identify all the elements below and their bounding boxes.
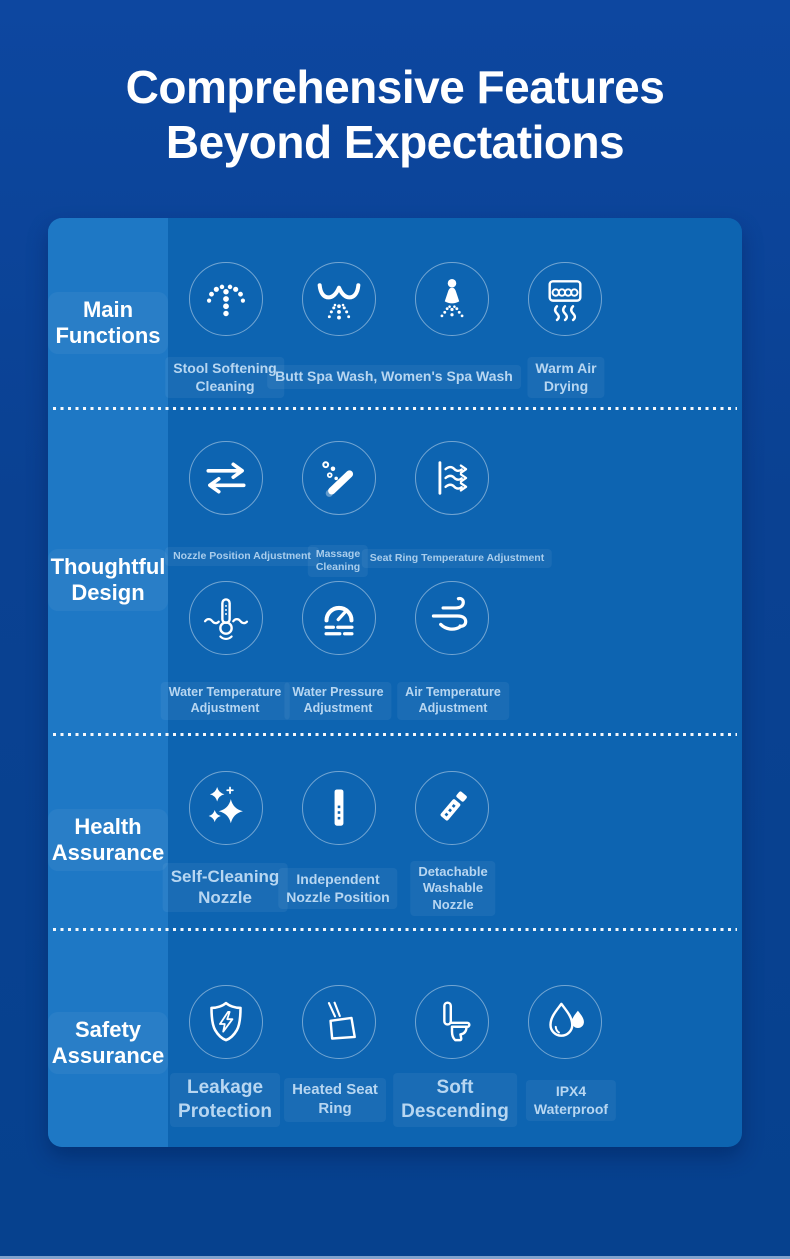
section-separator	[53, 407, 737, 410]
label-line: Water Pressure	[292, 685, 384, 699]
independent-nozzle-position-icon	[302, 771, 376, 845]
label-line: Protection	[178, 1100, 272, 1122]
label-heated-seat-ring: Heated Seat Ring	[284, 1078, 386, 1122]
label-ipx4-waterproof: IPX4 Waterproof	[525, 1080, 617, 1122]
label-line: Soft	[436, 1077, 474, 1098]
section-title-line: Assurance	[51, 840, 165, 865]
section-title-line: Thoughtful	[50, 554, 166, 579]
page-title-line-2: Beyond Expectations	[165, 116, 625, 168]
seat-ring-temperature-adjustment-icon	[415, 441, 489, 515]
self-cleaning-nozzle-icon	[189, 771, 263, 845]
label-line: Seat Ring Temperature Adjustment	[369, 552, 545, 564]
label-nozzle-position-adjustment: Nozzle Position Adjustment	[165, 547, 319, 567]
features-panel: Main Functions Thoughtful Design Health …	[48, 218, 742, 1147]
detachable-washable-nozzle-icon	[415, 771, 489, 845]
label-massage-cleaning: Massage Cleaning	[307, 545, 369, 578]
label-soft-descending: Soft Descending	[393, 1073, 517, 1127]
water-pressure-adjustment-icon	[302, 581, 376, 655]
label-line: Self-Cleaning	[170, 867, 280, 886]
label-warm-air-drying: Warm Air Drying	[527, 357, 605, 399]
label-line: Drying	[543, 377, 589, 394]
label-line: Stool Softening	[173, 360, 277, 376]
label-seat-ring-temperature-adjustment: Seat Ring Temperature Adjustment	[361, 549, 553, 569]
label-line: Nozzle	[198, 888, 252, 908]
label-line: Descending	[401, 1100, 509, 1122]
label-line: Adjustment	[190, 700, 260, 715]
label-line: Detachable	[418, 864, 488, 879]
label-water-temperature-adjustment: Water Temperature Adjustment	[160, 682, 290, 720]
heated-seat-ring-icon	[302, 985, 376, 1059]
label-stool-softening-cleaning: Stool Softening Cleaning	[165, 357, 285, 399]
label-line: Butt Spa Wash, Women's Spa Wash	[275, 368, 513, 384]
label-line: Ring	[318, 1099, 352, 1117]
section-title-health-assurance: Health Assurance	[48, 809, 168, 871]
label-line: Adjustment	[418, 700, 488, 715]
bottom-edge-divider	[0, 1256, 790, 1259]
label-line: Leakage	[186, 1077, 264, 1098]
label-line: Independent	[296, 871, 380, 887]
label-line: Nozzle Position Adjustment	[173, 550, 311, 562]
massage-cleaning-icon	[302, 441, 376, 515]
label-line: Cleaning	[195, 377, 255, 394]
label-line: IPX4	[555, 1083, 587, 1099]
label-line: Nozzle Position	[286, 888, 390, 905]
section-title-line: Health	[74, 814, 142, 839]
womens-spa-wash-icon	[415, 262, 489, 336]
label-line: Warm Air	[535, 360, 597, 376]
label-line: Waterproof	[533, 1100, 609, 1117]
section-title-line: Design	[71, 580, 145, 605]
label-detachable-washable-nozzle: Detachable Washable Nozzle	[410, 861, 496, 917]
page-title: Comprehensive Features Beyond Expectatio…	[0, 60, 790, 170]
leakage-protection-icon	[189, 985, 263, 1059]
section-title-thoughtful-design: Thoughtful Design	[48, 549, 168, 611]
label-line: Heated Seat	[292, 1081, 378, 1098]
section-title-column	[48, 218, 168, 1147]
page-title-line-1: Comprehensive Features	[125, 61, 665, 113]
label-line: Washable	[422, 880, 484, 896]
section-title-line: Safety	[74, 1017, 142, 1042]
ipx4-waterproof-icon	[528, 985, 602, 1059]
label-line: Nozzle	[432, 896, 474, 912]
label-line: Air Temperature	[405, 685, 501, 699]
label-leakage-protection: Leakage Protection	[170, 1073, 280, 1127]
water-temperature-adjustment-icon	[189, 581, 263, 655]
air-temperature-adjustment-icon	[415, 581, 489, 655]
nozzle-position-adjustment-icon	[189, 441, 263, 515]
label-air-temperature-adjustment: Air Temperature Adjustment	[397, 682, 509, 720]
section-separator	[53, 733, 737, 736]
stool-softening-cleaning-icon	[189, 262, 263, 336]
label-line: Adjustment	[303, 700, 373, 715]
butt-spa-wash-icon	[302, 262, 376, 336]
warm-air-drying-icon	[528, 262, 602, 336]
section-title-line: Assurance	[51, 1043, 165, 1068]
label-line: Cleaning	[315, 561, 361, 574]
label-butt-spa-womens-spa-wash: Butt Spa Wash, Women's Spa Wash	[267, 365, 521, 389]
label-line: Massage	[315, 548, 361, 560]
label-water-pressure-adjustment: Water Pressure Adjustment	[284, 682, 392, 720]
label-independent-nozzle-position: Independent Nozzle Position	[278, 868, 398, 910]
section-title-main-functions: Main Functions	[48, 292, 168, 354]
section-title-line: Main	[82, 297, 134, 322]
section-separator	[53, 928, 737, 931]
section-title-line: Functions	[55, 323, 161, 348]
label-line: Water Temperature	[168, 685, 282, 699]
soft-descending-icon	[415, 985, 489, 1059]
section-title-safety-assurance: Safety Assurance	[48, 1012, 168, 1074]
label-self-cleaning-nozzle: Self-Cleaning Nozzle	[162, 863, 288, 912]
